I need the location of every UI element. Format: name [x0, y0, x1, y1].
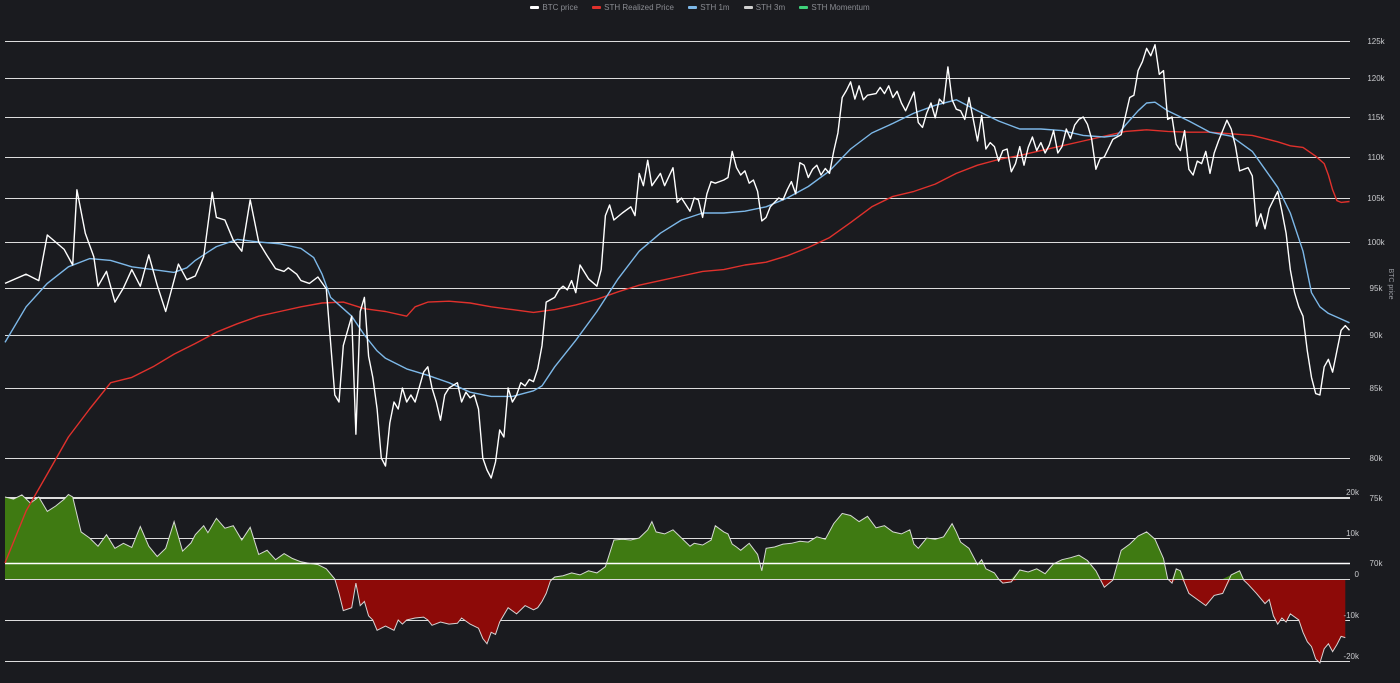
series-line-btc-price [4, 44, 1351, 479]
momentum-tick-label-0: 0 [1355, 570, 1360, 579]
momentum-tick-label--20k: -20k [1343, 652, 1360, 661]
price-tick-label-100k: 100k [1367, 238, 1385, 247]
price-tick-label-125k: 125k [1367, 37, 1385, 46]
price-tick-label-70k: 70k [1370, 559, 1384, 568]
legend-swatch-btc-price [530, 6, 540, 10]
series-line-sth-realized-price [4, 129, 1350, 564]
legend-item-sth-3m[interactable]: STH 3m [743, 3, 786, 12]
series-line-sth-momentum [4, 493, 1346, 664]
series-line-sth-1m [4, 99, 1350, 398]
price-series [4, 44, 1351, 564]
price-tick-label-95k: 95k [1370, 284, 1384, 293]
momentum-positive-area [5, 494, 1346, 579]
price-tick-label-75k: 75k [1370, 494, 1384, 503]
legend-swatch-sth-realized-price [592, 6, 602, 10]
legend-item-sth-realized-price[interactable]: STH Realized Price [592, 3, 674, 12]
legend-label-sth-realized-price: STH Realized Price [604, 3, 674, 12]
chart-legend: BTC price STH Realized Price STH 1m STH … [0, 3, 1400, 12]
price-tick-label-105k: 105k [1367, 194, 1385, 203]
price-tick-label-120k: 120k [1367, 74, 1385, 83]
legend-label-sth-3m: STH 3m [755, 3, 786, 12]
legend-item-sth-1m[interactable]: STH 1m [688, 3, 730, 12]
price-tick-label-115k: 115k [1368, 113, 1386, 122]
price-tick-label-80k: 80k [1370, 454, 1384, 463]
legend-label-sth-momentum: STH Momentum [811, 3, 870, 12]
legend-swatch-sth-1m [688, 6, 698, 10]
legend-item-sth-momentum[interactable]: STH Momentum [799, 3, 870, 12]
axis-ticks: 125k 120k 115k 110k 105k 100k 95k 90k 85k 80k 75k 7… [1343, 37, 1385, 661]
momentum-panel [4, 493, 1350, 664]
legend-label-sth-1m: STH 1m [700, 3, 730, 12]
legend-swatch-sth-momentum [799, 6, 809, 10]
momentum-tick-label-20k: 20k [1346, 488, 1360, 497]
price-tick-label-110k: 110k [1368, 153, 1386, 162]
momentum-negative-area [5, 579, 1346, 663]
momentum-tick-label--10k: -10k [1343, 611, 1360, 620]
price-tick-label-85k: 85k [1370, 384, 1384, 393]
price-tick-label-90k: 90k [1370, 331, 1384, 340]
y-axis-title: BTC price [1387, 268, 1394, 299]
momentum-tick-label-10k: 10k [1346, 529, 1360, 538]
legend-label-btc-price: BTC price [542, 3, 578, 12]
legend-swatch-sth-3m [743, 6, 753, 10]
legend-item-btc-price[interactable]: BTC price [530, 3, 578, 12]
